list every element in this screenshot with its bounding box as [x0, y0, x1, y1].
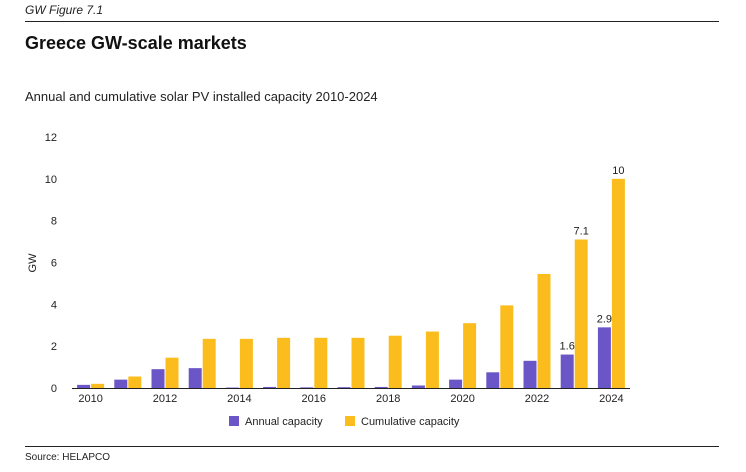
legend-label-annual: Annual capacity	[245, 416, 323, 428]
x-tick-label: 2010	[78, 393, 102, 405]
cumulative-capacity-bar	[425, 331, 439, 388]
annual-capacity-bar	[560, 354, 574, 388]
y-tick-label: 4	[51, 299, 57, 311]
annual-capacity-bar	[337, 387, 351, 388]
legend-label-cumulative: Cumulative capacity	[361, 416, 460, 428]
cumulative-capacity-bar	[500, 305, 514, 388]
x-tick-label: 2016	[302, 393, 326, 405]
x-tick-label: 2022	[525, 393, 549, 405]
x-tick-label: 2014	[227, 393, 251, 405]
annual-capacity-bar	[114, 379, 128, 388]
y-tick-label: 2	[51, 341, 57, 353]
annual-data-label: 2.9	[597, 313, 612, 325]
cumulative-capacity-bar	[314, 337, 328, 388]
cumulative-capacity-bar	[277, 337, 291, 388]
y-axis-label: GW	[27, 253, 39, 273]
cumulative-capacity-bar	[202, 338, 216, 388]
x-tick-label: 2018	[376, 393, 400, 405]
cumulative-capacity-bar	[574, 239, 588, 388]
annual-capacity-bar	[411, 385, 425, 388]
cumulative-capacity-bar	[91, 383, 105, 388]
annual-capacity-bar	[374, 386, 388, 388]
annual-capacity-bar	[225, 387, 239, 389]
y-tick-label: 12	[45, 132, 57, 144]
annual-capacity-bar	[151, 369, 165, 388]
bottom-rule	[25, 446, 719, 447]
annual-capacity-bar	[77, 384, 91, 388]
cumulative-capacity-bar	[128, 376, 142, 388]
annual-capacity-bar	[449, 379, 463, 388]
cumulative-capacity-bar	[611, 178, 625, 388]
cumulative-capacity-bar	[463, 323, 477, 388]
cumulative-capacity-bar	[537, 274, 551, 388]
figure-label: GW Figure 7.1	[25, 3, 104, 17]
cumulative-capacity-bar	[239, 338, 253, 388]
cumulative-capacity-bar	[351, 337, 365, 388]
annual-capacity-bar	[300, 387, 314, 388]
legend-swatch-cumulative	[345, 416, 355, 426]
annual-capacity-bar	[188, 368, 202, 388]
cumulative-data-label: 7.1	[574, 225, 589, 237]
y-tick-label: 0	[51, 383, 57, 395]
cumulative-capacity-bar	[165, 357, 179, 388]
x-tick-label: 2024	[599, 393, 623, 405]
cumulative-data-label: 10	[612, 165, 624, 177]
top-rule	[25, 21, 719, 22]
y-tick-label: 10	[45, 174, 57, 186]
cumulative-capacity-bar	[388, 335, 402, 388]
chart-title: Annual and cumulative solar PV installed…	[25, 89, 378, 104]
annual-capacity-bar	[263, 386, 277, 388]
y-tick-label: 8	[51, 216, 57, 228]
source-note: Source: HELAPCO	[25, 452, 111, 463]
legend-swatch-annual	[229, 416, 239, 426]
annual-capacity-bar	[523, 360, 537, 388]
figure-title: Greece GW-scale markets	[25, 33, 247, 53]
annual-capacity-bar	[486, 372, 500, 388]
y-tick-label: 6	[51, 258, 57, 270]
annual-data-label: 1.6	[560, 341, 575, 353]
annual-capacity-bar	[597, 327, 611, 388]
x-tick-label: 2012	[153, 393, 177, 405]
x-tick-label: 2020	[450, 393, 474, 405]
